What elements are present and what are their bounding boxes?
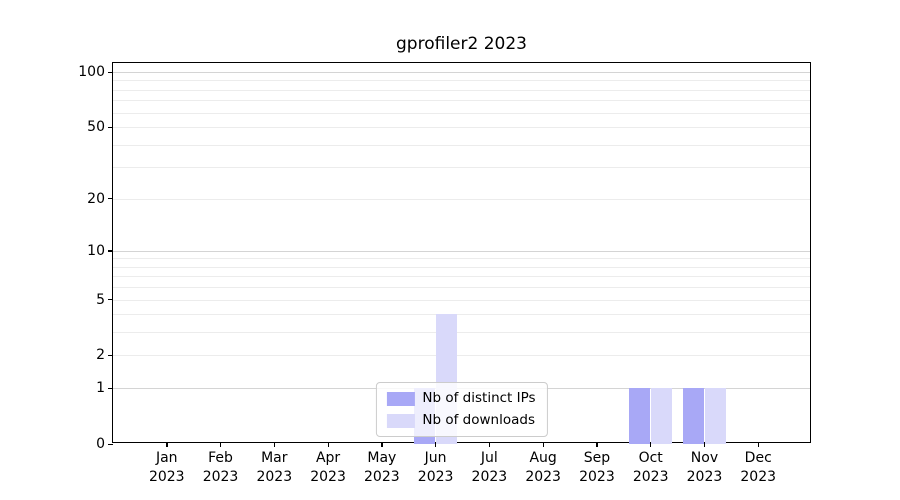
minor-gridline: [113, 299, 810, 301]
minor-gridline: [113, 144, 810, 146]
minor-gridline: [113, 258, 810, 260]
x-axis-tick: [381, 442, 383, 447]
x-axis-tick: [273, 442, 276, 447]
y-axis-tick: [108, 354, 113, 357]
chart-title: gprofiler2 2023: [396, 34, 527, 54]
x-axis-tick-label: Jan 2023: [148, 450, 185, 485]
y-axis-tick: [108, 250, 113, 252]
minor-gridline: [113, 112, 810, 114]
minor-gridline: [113, 332, 810, 334]
x-axis-tick: [650, 442, 652, 447]
x-axis-tick-label: Sep 2023: [579, 450, 615, 485]
minor-gridline: [113, 89, 810, 91]
bar-downloads: [705, 388, 726, 444]
y-axis-tick-label: 100: [78, 64, 105, 81]
plot-area: 0 1 2 5 10 20 50 100 Jan 2023 Feb 2023 Mar 2023 Apr 202…: [78, 62, 811, 485]
y-axis-tick: [108, 299, 113, 301]
x-axis-tick-label: Feb 2023: [202, 450, 239, 485]
x-axis-tick: [166, 442, 168, 447]
legend-swatch-downloads: [386, 413, 415, 428]
x-axis-tick-label: Jul 2023: [471, 450, 508, 485]
minor-gridline: [113, 314, 810, 316]
x-axis-tick-label: Jun 2023: [417, 450, 454, 485]
y-axis-tick: [108, 198, 113, 200]
x-axis-tick: [596, 442, 598, 447]
minor-gridline: [113, 80, 810, 82]
x-axis-tick-label: Aug 2023: [525, 450, 561, 485]
legend-swatch-distinct-ips: [386, 391, 415, 406]
x-axis-tick: [703, 442, 706, 447]
minor-gridline: [113, 100, 810, 102]
legend-entry-downloads: Nb of downloads: [386, 412, 535, 429]
x-axis-tick: [327, 442, 329, 447]
legend: Nb of distinct IPs Nb of downloads: [375, 382, 548, 437]
x-axis-tick: [757, 442, 760, 447]
y-axis-tick-label: 0: [96, 436, 105, 452]
minor-gridline: [113, 127, 810, 129]
x-axis-tick-label: Oct 2023: [632, 450, 669, 485]
y-axis-tick-label: 20: [87, 190, 105, 207]
bar-downloads: [651, 388, 673, 444]
y-axis-tick-label: 50: [87, 119, 105, 136]
minor-gridline: [113, 355, 810, 357]
minor-gridline: [113, 276, 810, 278]
minor-gridline: [113, 266, 810, 268]
bar-distinct-ips: [629, 388, 651, 444]
x-axis-tick-label: Mar 2023: [256, 450, 293, 485]
x-axis-tick-label: Dec 2023: [740, 450, 777, 485]
bar-distinct-ips: [682, 388, 704, 444]
y-axis-tick-label: 1: [96, 380, 105, 397]
major-gridline: [113, 250, 810, 252]
x-axis-tick-label: Nov 2023: [686, 450, 723, 485]
x-axis-tick: [220, 442, 222, 447]
x-axis-tick: [542, 442, 544, 447]
legend-entry-distinct-ips: Nb of distinct IPs: [386, 390, 536, 407]
x-axis-tick: [488, 442, 491, 447]
x-axis-tick-label: May 2023: [364, 450, 400, 485]
x-axis-tick: [435, 442, 437, 447]
minor-gridline: [113, 287, 810, 289]
y-axis-tick: [108, 443, 113, 445]
y-axis-tick-label: 10: [87, 242, 105, 259]
minor-gridline: [113, 198, 810, 200]
y-axis-tick: [108, 71, 113, 73]
minor-gridline: [113, 167, 810, 169]
legend-label-distinct-ips: Nb of distinct IPs: [422, 390, 536, 406]
y-axis-tick: [108, 387, 113, 389]
major-gridline: [113, 72, 810, 74]
x-axis-tick-label: Apr 2023: [310, 450, 346, 485]
y-axis-tick: [108, 126, 113, 128]
y-axis-tick-label: 5: [96, 291, 105, 308]
y-axis-tick-label: 2: [96, 347, 105, 364]
legend-label-downloads: Nb of downloads: [422, 412, 535, 428]
